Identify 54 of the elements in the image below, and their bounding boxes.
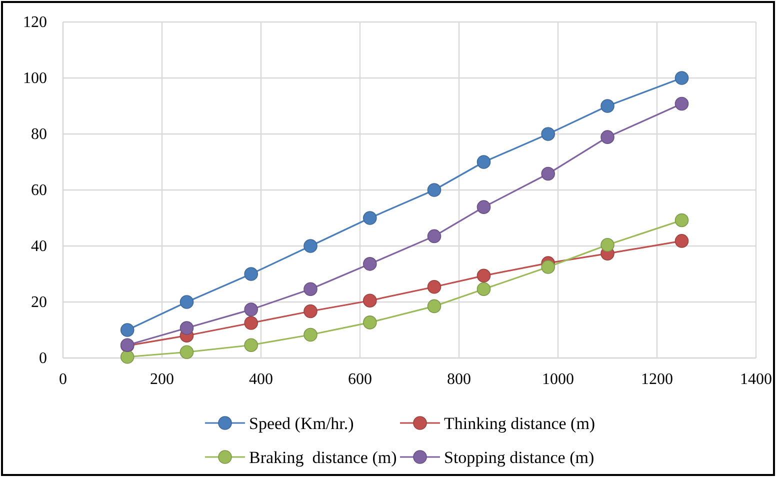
- point: [427, 229, 442, 244]
- y-tick-label: 0: [39, 350, 47, 367]
- point: [674, 234, 689, 248]
- y-tick-label: 40: [31, 238, 47, 255]
- point: [244, 302, 258, 316]
- point: [120, 323, 134, 337]
- point: [600, 130, 614, 144]
- point: [244, 267, 258, 281]
- point: [541, 260, 555, 274]
- y-tick-label: 100: [23, 70, 47, 87]
- point: [600, 99, 614, 113]
- x-tick-label: 1400: [740, 371, 772, 388]
- legend-label: Thinking distance (m): [444, 414, 596, 433]
- point: [476, 200, 491, 214]
- x-tick-label: 800: [447, 371, 471, 388]
- point: [476, 155, 491, 169]
- point: [476, 268, 491, 283]
- x-tick-label: 1000: [542, 371, 574, 388]
- point: [244, 316, 258, 330]
- point: [674, 96, 689, 111]
- point: [120, 350, 134, 364]
- point: [427, 183, 442, 197]
- point: [476, 282, 491, 296]
- point: [674, 213, 689, 228]
- point: [304, 282, 318, 296]
- point: [180, 321, 194, 335]
- x-tick-label: 600: [348, 371, 372, 388]
- point: [304, 328, 318, 342]
- y-tick-label: 60: [31, 182, 47, 199]
- y-tick-label: 20: [31, 294, 47, 311]
- y-tick-label: 120: [23, 14, 47, 31]
- x-tick-label: 200: [150, 371, 174, 388]
- point: [244, 338, 258, 352]
- point: [427, 299, 442, 314]
- point: [363, 257, 377, 271]
- legend-label: Braking distance (m): [249, 448, 397, 467]
- point: [427, 280, 442, 294]
- point: [180, 345, 194, 360]
- point: [363, 294, 377, 308]
- point: [304, 304, 318, 318]
- point: [363, 211, 377, 225]
- point: [600, 238, 614, 252]
- x-tick-label: 1200: [641, 371, 673, 388]
- point: [180, 295, 194, 309]
- point: [541, 127, 555, 141]
- y-tick-label: 80: [31, 126, 47, 143]
- x-tick-label: 400: [249, 371, 273, 388]
- point: [363, 316, 377, 330]
- point: [541, 166, 555, 181]
- point: [674, 71, 689, 85]
- legend-label: Speed (Km/hr.): [249, 414, 354, 433]
- point: [304, 239, 318, 253]
- legend-label: Stopping distance (m): [444, 448, 594, 467]
- x-tick-label: 0: [59, 371, 67, 388]
